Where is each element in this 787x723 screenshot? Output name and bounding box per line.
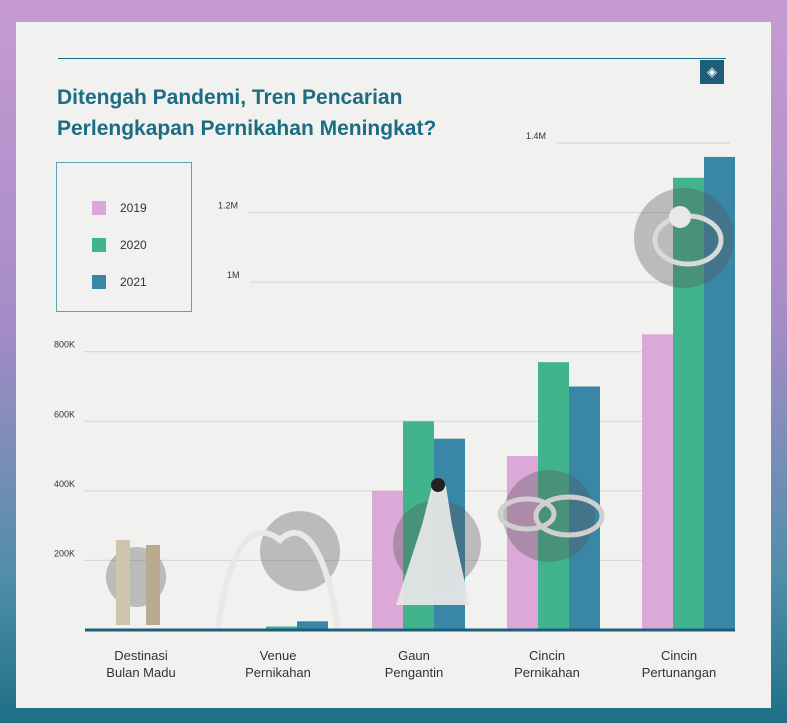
legend-swatch-2019 — [92, 201, 106, 215]
y-tick-label: 800K — [54, 340, 75, 350]
x-tick-label: Pernikahan — [245, 665, 311, 680]
bar-2019 — [642, 334, 673, 630]
legend-label-2019: 2019 — [120, 201, 147, 215]
chart-title: Ditengah Pandemi, Tren Pencarian Perleng… — [57, 86, 437, 140]
y-tick-label: 1M — [227, 270, 240, 280]
bar-2019 — [507, 456, 538, 630]
x-tick-label: Cincin — [661, 648, 697, 663]
tag-icon: ◈ — [700, 60, 724, 84]
legend-label-2020: 2020 — [120, 238, 147, 252]
ring-icon — [533, 494, 605, 538]
x-tick-label: Pernikahan — [514, 665, 580, 680]
top-rule — [58, 58, 726, 59]
bar-2021 — [569, 386, 600, 630]
x-tick-label: Pengantin — [385, 665, 444, 680]
y-tick-label: 1.2M — [218, 201, 238, 211]
legend: 2019 2020 2021 — [56, 162, 192, 312]
photo-placeholder — [634, 188, 734, 288]
x-tick-label: Bulan Madu — [106, 665, 175, 680]
y-tick-label: 1.4M — [526, 131, 546, 141]
photo-placeholder — [503, 470, 595, 562]
mannequin-head-icon — [431, 478, 445, 492]
y-tick-label: 600K — [54, 409, 75, 419]
y-tick-label: 200K — [54, 548, 75, 558]
x-tick-label: Venue — [260, 648, 297, 663]
bar-2019 — [372, 490, 403, 630]
diamond-icon — [669, 206, 691, 228]
legend-label-2021: 2021 — [120, 275, 147, 289]
photo-placeholder — [260, 511, 340, 591]
x-tick-label: Cincin — [529, 648, 565, 663]
legend-swatch-2020 — [92, 238, 106, 252]
gown-icon — [396, 486, 470, 605]
traveler-icon — [116, 540, 130, 625]
arch-icon — [215, 529, 341, 629]
legend-swatch-2021 — [92, 275, 106, 289]
x-tick-label: Pertunangan — [642, 665, 716, 680]
ring-icon — [497, 496, 557, 532]
x-tick-label: Destinasi — [114, 648, 168, 663]
bar-2020 — [266, 626, 297, 630]
y-tick-label: 400K — [54, 479, 75, 489]
bar-2020 — [673, 177, 704, 631]
x-tick-label: Gaun — [398, 648, 430, 663]
traveler-icon — [146, 545, 160, 625]
bar-2021 — [297, 621, 328, 630]
